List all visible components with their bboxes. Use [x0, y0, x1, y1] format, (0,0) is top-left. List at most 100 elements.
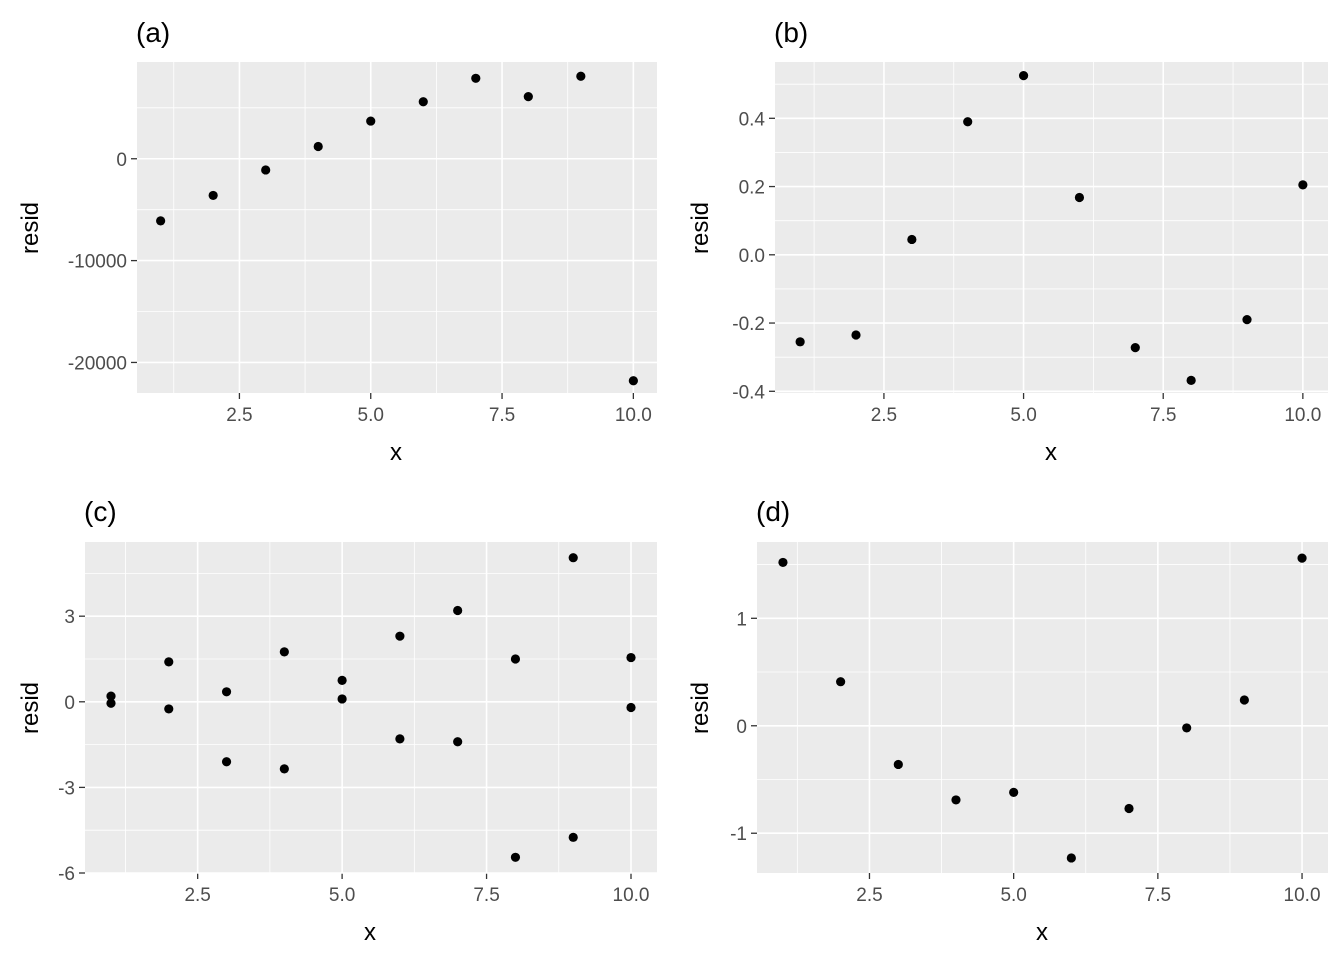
panel-c-data-point — [106, 698, 116, 708]
panel-c-data-point — [279, 764, 289, 774]
panel-c-data-point — [164, 704, 174, 714]
panel-d-data-point — [778, 557, 788, 568]
panel-c-data-point — [337, 694, 347, 704]
panel-d-x-axis-title: x — [1036, 919, 1048, 946]
panel-d-data-point — [951, 795, 961, 805]
panel-b-data-point — [907, 234, 917, 245]
panel-c-data-point — [221, 687, 232, 697]
panel-c-data-point — [221, 757, 232, 767]
panel-a-data-point — [576, 71, 586, 81]
panel-c-data-point — [453, 605, 463, 616]
panel-c-x-tick-label: 10.0 — [613, 885, 650, 906]
panel-c-data-point — [106, 691, 116, 701]
panel-b-x-tick-label: 5.0 — [1010, 405, 1036, 426]
panel-c-data-point — [626, 702, 636, 713]
panel-b-data-point — [1018, 71, 1029, 81]
panel-a-title: (a) — [136, 17, 170, 48]
panel-a: 2.5 5.0 7.5 10.0 -20000 -10000 0 (a) x resid — [17, 17, 657, 466]
panel-a-data-point — [523, 92, 533, 102]
panel-a-background — [137, 62, 657, 393]
panel-d-background — [757, 542, 1328, 873]
panel-a-data-point — [313, 141, 323, 152]
panel-a-data-point — [418, 97, 428, 107]
panel-b-x-axis-title: x — [1045, 439, 1057, 466]
panel-b-y-axis-title: resid — [687, 202, 714, 254]
panel-d-title: (d) — [756, 496, 790, 527]
panel-d-data-point — [1182, 723, 1192, 733]
panel-a-x-tick-label: 7.5 — [489, 405, 515, 426]
panel-c-y-tick-label: -3 — [58, 778, 75, 799]
panel-c-data-point — [337, 675, 347, 685]
panel-d-data-point — [1124, 803, 1134, 814]
panel-c-y-tick-label: 3 — [64, 607, 75, 628]
panel-b-data-point — [1074, 192, 1085, 203]
panel-b: 2.5 5.0 7.5 10.0 -0.4 -0.2 0.0 0.2 0.4 (b) x resi… — [687, 17, 1328, 466]
panel-b-y-tick-label: -0.4 — [732, 382, 765, 403]
panel-b-data-point — [963, 117, 973, 127]
panel-d-data-point — [893, 759, 903, 770]
panel-b-data-point — [1242, 315, 1252, 325]
panel-a-y-tick-label: -10000 — [68, 252, 127, 273]
panel-b-data-point — [795, 337, 805, 347]
panel-c-data-point — [453, 737, 463, 747]
panel-c-plot-area: 2.5 5.0 7.5 10.0 -6 -3 0 3 — [58, 542, 657, 906]
panel-c-x-tick-label: 2.5 — [184, 885, 210, 906]
panel-d-y-axis-title: resid — [687, 682, 714, 734]
panel-b-data-point — [1130, 343, 1140, 353]
panel-a-data-point — [471, 73, 481, 83]
panel-c-data-point — [164, 657, 174, 667]
panel-a-x-tick-label: 10.0 — [615, 405, 652, 426]
panel-c-x-tick-label: 5.0 — [329, 885, 355, 906]
panel-b-background — [775, 62, 1328, 393]
panel-b-x-tick-label: 10.0 — [1284, 405, 1321, 426]
panel-c-x-axis-title: x — [364, 919, 376, 946]
panel-a-x-axis-title: x — [390, 439, 402, 466]
panel-c-data-point — [568, 832, 578, 842]
panel-c: 2.5 5.0 7.5 10.0 -6 -3 0 3 (c) x resid — [17, 496, 657, 946]
panel-d-data-point — [1239, 695, 1249, 705]
panel-d-data-point — [1297, 553, 1307, 563]
panel-c-background — [85, 542, 657, 873]
panel-b-y-tick-label: -0.2 — [732, 314, 765, 335]
panel-a-x-tick-label: 2.5 — [226, 405, 252, 426]
panel-d-data-point — [1066, 853, 1076, 863]
panel-d-plot-area: 2.5 5.0 7.5 10.0 -1 0 1 — [730, 542, 1328, 906]
panel-c-x-tick-label: 7.5 — [473, 885, 499, 906]
panel-b-plot-area: 2.5 5.0 7.5 10.0 -0.4 -0.2 0.0 0.2 0.4 — [732, 62, 1328, 426]
panel-a-data-point — [366, 116, 376, 126]
panel-b-x-tick-label: 2.5 — [871, 405, 897, 426]
panel-c-data-point — [395, 734, 405, 744]
panel-d-data-point — [836, 677, 846, 687]
panel-b-y-tick-label: 0.0 — [739, 246, 765, 267]
panel-b-data-point — [1186, 375, 1196, 385]
panel-d-y-tick-label: 1 — [736, 609, 747, 630]
panel-c-data-point — [626, 652, 636, 663]
panel-a-data-point — [628, 376, 638, 386]
panel-a-data-point — [208, 190, 218, 201]
panel-d-y-tick-label: 0 — [736, 717, 747, 738]
panel-a-y-tick-label: 0 — [116, 150, 127, 171]
panel-b-y-tick-label: 0.4 — [739, 109, 766, 130]
panel-c-y-tick-label: -6 — [58, 864, 75, 885]
panel-d-x-tick-label: 10.0 — [1284, 885, 1321, 906]
panel-a-y-axis-title: resid — [17, 202, 44, 254]
panel-a-x-tick-label: 5.0 — [358, 405, 384, 426]
panel-a-plot-area: 2.5 5.0 7.5 10.0 -20000 -10000 0 — [68, 62, 657, 426]
panel-b-data-point — [851, 330, 861, 340]
panel-b-y-tick-label: 0.2 — [739, 178, 765, 199]
panel-d: 2.5 5.0 7.5 10.0 -1 0 1 (d) x resid — [687, 496, 1328, 946]
panel-a-data-point — [261, 165, 271, 175]
panel-c-data-point — [510, 852, 521, 862]
panel-c-data-point — [510, 654, 521, 664]
panel-c-y-axis-title: resid — [17, 682, 44, 734]
panel-d-x-tick-label: 2.5 — [856, 885, 882, 906]
panel-c-data-point — [568, 553, 578, 563]
panel-d-y-tick-label: -1 — [730, 824, 747, 845]
panel-b-title: (b) — [774, 17, 808, 48]
panel-b-x-tick-label: 7.5 — [1150, 405, 1176, 426]
panel-c-data-point — [279, 647, 289, 657]
panel-d-data-point — [1009, 787, 1019, 797]
panel-a-data-point — [156, 216, 166, 226]
panel-d-x-tick-label: 5.0 — [1000, 885, 1026, 906]
